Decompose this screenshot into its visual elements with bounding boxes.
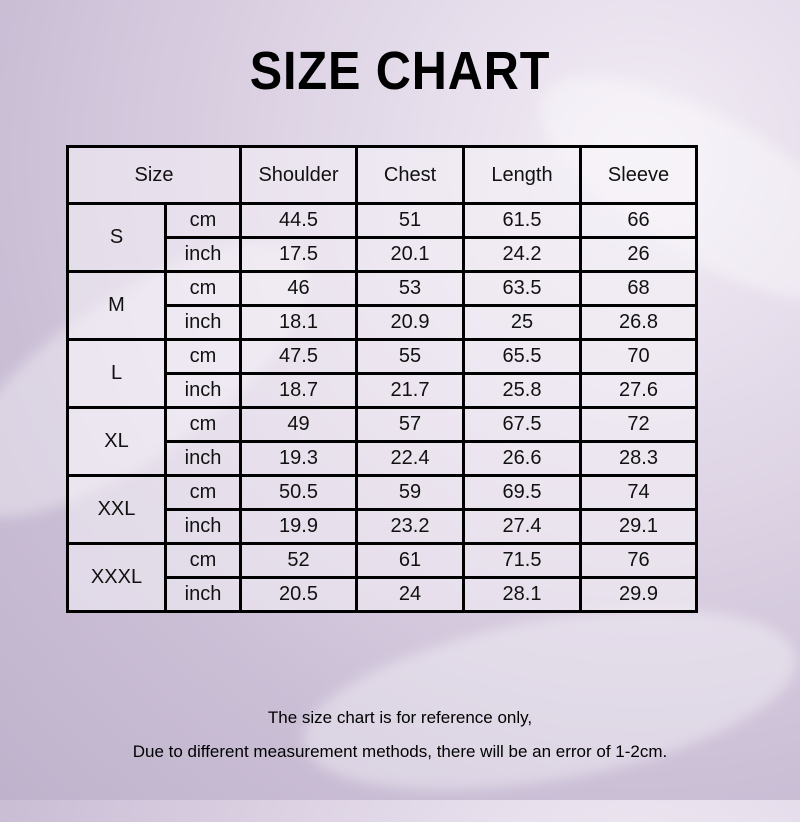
measurement-cell: 20.9: [355, 304, 465, 341]
measurement-cell: 29.1: [579, 508, 698, 545]
measurement-cell: 70: [579, 338, 698, 375]
measurement-cell: 25: [462, 304, 582, 341]
table-header-row: Size Shoulder Chest Length Sleeve: [66, 145, 698, 205]
measurement-cell: 20.1: [355, 236, 465, 273]
measurement-cell: 71.5: [462, 542, 582, 579]
measurement-cell: 26.8: [579, 304, 698, 341]
measurement-cell: 21.7: [355, 372, 465, 409]
table-row: inch 19.9 23.2 27.4 29.1: [68, 508, 698, 545]
unit-label: cm: [164, 270, 242, 307]
measurement-cell: 20.5: [239, 576, 358, 613]
measurement-cell: 18.7: [239, 372, 358, 409]
measurement-cell: 23.2: [355, 508, 465, 545]
table-row: inch 18.7 21.7 25.8 27.6: [68, 372, 698, 409]
header-length: Length: [462, 145, 582, 205]
measurement-cell: 49: [239, 406, 358, 443]
measurement-cell: 22.4: [355, 440, 465, 477]
measurement-cell: 51: [355, 202, 465, 239]
page-title: SIZE CHART: [249, 41, 551, 101]
measurement-cell: 61: [355, 542, 465, 579]
measurement-cell: 27.6: [579, 372, 698, 409]
unit-label: cm: [164, 338, 242, 375]
measurement-cell: 68: [579, 270, 698, 307]
measurement-cell: 50.5: [239, 474, 358, 511]
measurement-cell: 53: [355, 270, 465, 307]
header-size: Size: [66, 145, 242, 205]
header-sleeve: Sleeve: [579, 145, 698, 205]
table-row: inch 18.1 20.9 25 26.8: [68, 304, 698, 341]
measurement-cell: 76: [579, 542, 698, 579]
measurement-cell: 59: [355, 474, 465, 511]
measurement-cell: 26.6: [462, 440, 582, 477]
measurement-cell: 74: [579, 474, 698, 511]
measurement-cell: 17.5: [239, 236, 358, 273]
measurement-cell: 57: [355, 406, 465, 443]
measurement-cell: 46: [239, 270, 358, 307]
size-label: L: [66, 338, 167, 409]
measurement-cell: 55: [355, 338, 465, 375]
unit-label: cm: [164, 542, 242, 579]
measurement-cell: 25.8: [462, 372, 582, 409]
unit-label: cm: [164, 202, 242, 239]
measurement-cell: 61.5: [462, 202, 582, 239]
table-row: inch 19.3 22.4 26.6 28.3: [68, 440, 698, 477]
size-label: M: [66, 270, 167, 341]
measurement-cell: 19.3: [239, 440, 358, 477]
measurement-cell: 29.9: [579, 576, 698, 613]
measurement-cell: 72: [579, 406, 698, 443]
measurement-cell: 26: [579, 236, 698, 273]
table-row: XL cm 49 57 67.5 72: [66, 406, 698, 477]
size-label: S: [66, 202, 167, 273]
measurement-cell: 19.9: [239, 508, 358, 545]
measurement-cell: 18.1: [239, 304, 358, 341]
table-row: inch 17.5 20.1 24.2 26: [68, 236, 698, 273]
measurement-cell: 47.5: [239, 338, 358, 375]
measurement-cell: 28.3: [579, 440, 698, 477]
unit-label: inch: [164, 372, 242, 409]
unit-label: cm: [164, 474, 242, 511]
size-label: XL: [66, 406, 167, 477]
unit-label: inch: [164, 440, 242, 477]
header-shoulder: Shoulder: [239, 145, 358, 205]
measurement-cell: 24: [355, 576, 465, 613]
background-feather: [289, 577, 800, 822]
measurement-cell: 65.5: [462, 338, 582, 375]
unit-label: inch: [164, 236, 242, 273]
measurement-cell: 28.1: [462, 576, 582, 613]
measurement-cell: 69.5: [462, 474, 582, 511]
table-row: inch 20.5 24 28.1 29.9: [68, 576, 698, 613]
size-label: XXXL: [66, 542, 167, 613]
table-row: XXXL cm 52 61 71.5 76: [66, 542, 698, 613]
measurement-cell: 27.4: [462, 508, 582, 545]
table-row: XXL cm 50.5 59 69.5 74: [66, 474, 698, 545]
unit-label: inch: [164, 304, 242, 341]
unit-label: cm: [164, 406, 242, 443]
header-chest: Chest: [355, 145, 465, 205]
unit-label: inch: [164, 576, 242, 613]
measurement-cell: 52: [239, 542, 358, 579]
unit-label: inch: [164, 508, 242, 545]
measurement-cell: 66: [579, 202, 698, 239]
measurement-cell: 63.5: [462, 270, 582, 307]
measurement-cell: 24.2: [462, 236, 582, 273]
measurement-cell: 44.5: [239, 202, 358, 239]
size-label: XXL: [66, 474, 167, 545]
footer-note-2: Due to different measurement methods, th…: [132, 742, 668, 761]
measurement-cell: 67.5: [462, 406, 582, 443]
footer-note-1: The size chart is for reference only,: [267, 708, 533, 727]
